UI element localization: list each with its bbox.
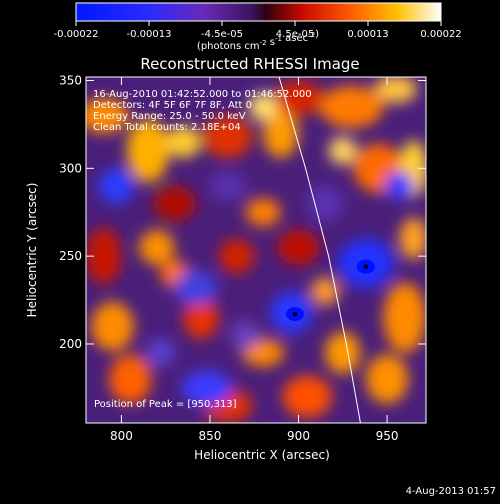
- colorbar-gradient: [75, 2, 442, 22]
- image-blob: [282, 375, 333, 418]
- peak-marker: [363, 264, 368, 269]
- image-blob: [383, 282, 426, 353]
- image-blob: [263, 108, 299, 158]
- peak-marker: [292, 312, 297, 317]
- colorbar: -0.00022 -0.00013 -4.5e-05 4.5e-05 0.00013 0.…: [54, 2, 462, 52]
- colorbar-units-label: (photons cm-2 s-1 asec-2): [197, 29, 319, 52]
- image-blob: [273, 80, 324, 116]
- annotation-line: 16-Aug-2010 01:42:52.000 to 01:46:52.000: [93, 89, 312, 100]
- y-axis-ticks: 200 250 300 350: [59, 74, 426, 351]
- image-blob: [231, 321, 260, 350]
- image-blob: [153, 185, 196, 222]
- colorbar-tick-label: 0.00022: [420, 29, 461, 40]
- image-blob: [365, 354, 409, 404]
- y-tick-label: 350: [59, 74, 82, 88]
- plot-area: [86, 77, 426, 423]
- image-blob: [139, 229, 175, 265]
- image-blob: [209, 171, 246, 200]
- y-tick-label: 250: [59, 249, 82, 263]
- x-tick-label: 800: [110, 429, 133, 443]
- image-blob: [86, 98, 129, 134]
- image-blob: [181, 370, 232, 406]
- footer-date: 4-Aug-2013 01:57: [406, 486, 496, 497]
- chart-title: Reconstructed RHESSI Image: [140, 55, 359, 73]
- solar-limb-arc: [278, 77, 361, 423]
- image-blob: [202, 115, 253, 158]
- colorbar-tick-label: -0.00013: [127, 29, 172, 40]
- x-tick-label: 950: [376, 429, 399, 443]
- image-blob: [245, 198, 281, 227]
- x-tick-label: 850: [199, 429, 222, 443]
- colorbar-ticks: -0.00022 -0.00013 -4.5e-05 4.5e-05 0.00013 0.…: [54, 21, 462, 40]
- x-axis-ticks: 800 850 900 950: [110, 77, 399, 443]
- image-blob: [165, 126, 202, 158]
- image-blob: [307, 185, 343, 222]
- image-blob: [310, 277, 340, 306]
- image-blob: [91, 301, 134, 351]
- colorbar-tick-label: -0.00022: [54, 29, 99, 40]
- x-tick-label: 900: [287, 429, 310, 443]
- annotation-line: Energy Range: 25.0 - 50.0 keV: [93, 111, 246, 122]
- image-blob: [146, 338, 175, 367]
- y-axis-label: Heliocentric Y (arcsec): [25, 183, 39, 318]
- image-blob: [385, 171, 414, 200]
- image-blob: [277, 229, 320, 265]
- image-blob: [328, 136, 357, 165]
- image-blob: [325, 331, 361, 374]
- colorbar-tick-label: -4.5e-05: [201, 29, 243, 40]
- image-blob: [399, 217, 426, 260]
- image-blob: [86, 228, 122, 285]
- image-blob: [98, 168, 134, 204]
- image-blob: [374, 77, 418, 104]
- image-blob: [319, 85, 384, 128]
- annotation-block: 16-Aug-2010 01:42:52.000 to 01:46:52.000…: [93, 89, 312, 133]
- colorbar-tick-label: 4.5e-05: [276, 29, 314, 40]
- image-blob: [248, 92, 278, 121]
- image-blob: [183, 296, 219, 339]
- image-blob: [218, 238, 255, 274]
- peak-position-text: Position of Peak = [950,313]: [94, 399, 237, 410]
- colorbar-tick-label: 0.00013: [347, 29, 388, 40]
- image-blob: [174, 270, 218, 306]
- annotation-line: Detectors: 4F 5F 6F 7F 8F, Att 0: [93, 100, 252, 111]
- y-tick-label: 300: [59, 161, 82, 175]
- plot-frame: [85, 76, 427, 424]
- image-blob: [126, 119, 170, 183]
- annotation-line: Clean Total counts: 2.18E+04: [93, 122, 241, 133]
- x-axis-label: Heliocentric X (arcsec): [194, 448, 330, 462]
- peak-markers: [285, 259, 375, 322]
- image-blob: [109, 354, 152, 404]
- y-tick-label: 200: [59, 337, 82, 351]
